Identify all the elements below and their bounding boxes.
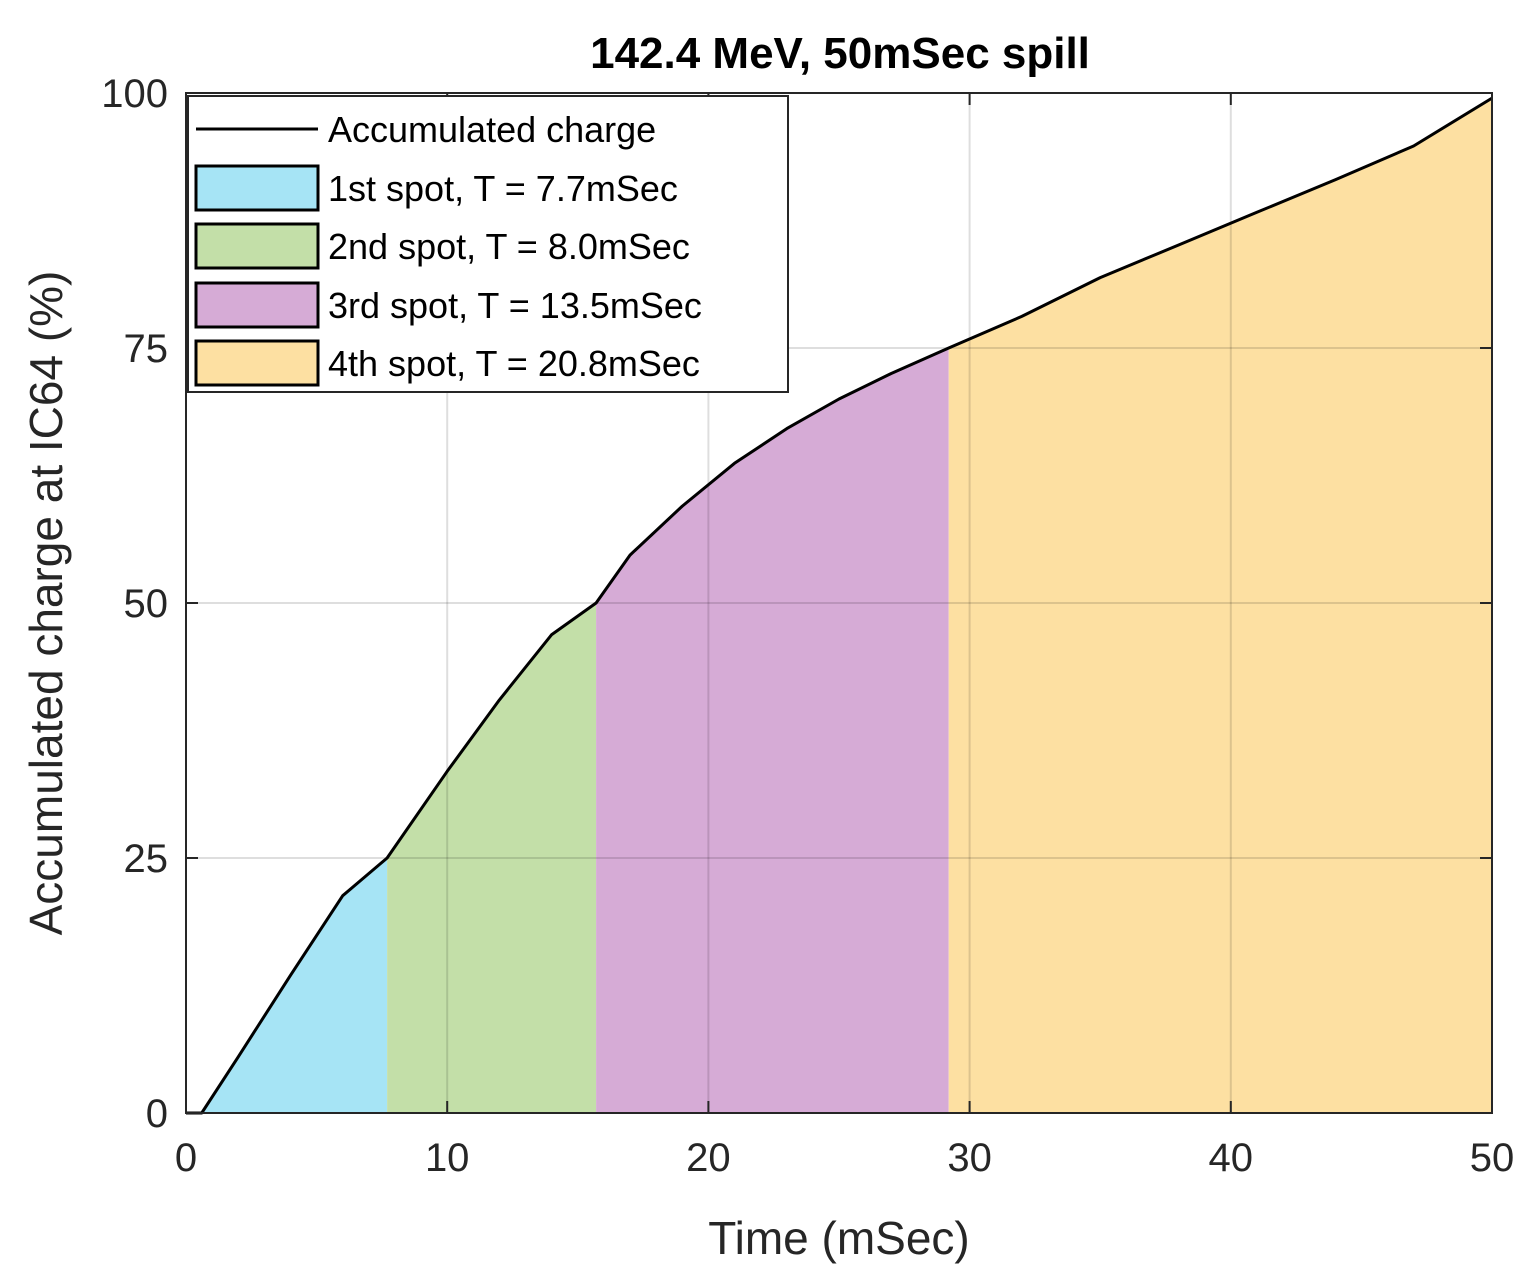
region-3 xyxy=(596,348,949,1113)
legend-label: 2nd spot, T = 8.0mSec xyxy=(328,226,690,267)
ticks: 0 10 20 30 40 50 0 25 50 75 100 xyxy=(101,72,1514,1180)
region-2 xyxy=(387,603,597,1113)
legend-swatch-4 xyxy=(194,339,320,387)
legend-swatch-3 xyxy=(194,281,320,329)
legend-label: 3rd spot, T = 13.5mSec xyxy=(328,285,702,326)
legend: Accumulated charge 1st spot, T = 7.7mSec 2… xyxy=(187,95,789,393)
legend-label: 1st spot, T = 7.7mSec xyxy=(328,168,678,209)
y-tick-label: 0 xyxy=(146,1092,168,1136)
y-tick-label: 50 xyxy=(124,582,169,626)
shaded-regions xyxy=(201,98,1492,1114)
region-4 xyxy=(948,98,1492,1114)
x-tick-label: 40 xyxy=(1209,1136,1254,1180)
x-tick-label: 30 xyxy=(947,1136,992,1180)
region-1 xyxy=(201,858,388,1113)
y-tick-label: 100 xyxy=(101,72,168,116)
y-tick-label: 75 xyxy=(124,327,169,371)
legend-swatch-1 xyxy=(194,164,320,212)
accumulated-charge-line xyxy=(186,96,1493,1115)
legend-label: Accumulated charge xyxy=(328,109,656,150)
x-tick-label: 50 xyxy=(1470,1136,1515,1180)
y-axis-label: Accumulated charge at IC64 (%) xyxy=(20,271,72,936)
y-tick-label: 25 xyxy=(124,837,169,881)
x-tick-label: 20 xyxy=(686,1136,731,1180)
x-tick-label: 10 xyxy=(425,1136,470,1180)
legend-label: 4th spot, T = 20.8mSec xyxy=(328,343,700,384)
curve-layer xyxy=(186,96,1493,1115)
x-tick-label: 0 xyxy=(175,1136,197,1180)
x-axis-label: Time (mSec) xyxy=(708,1212,970,1264)
legend-swatch-2 xyxy=(194,222,320,270)
chart-title: 142.4 MeV, 50mSec spill xyxy=(590,29,1090,78)
